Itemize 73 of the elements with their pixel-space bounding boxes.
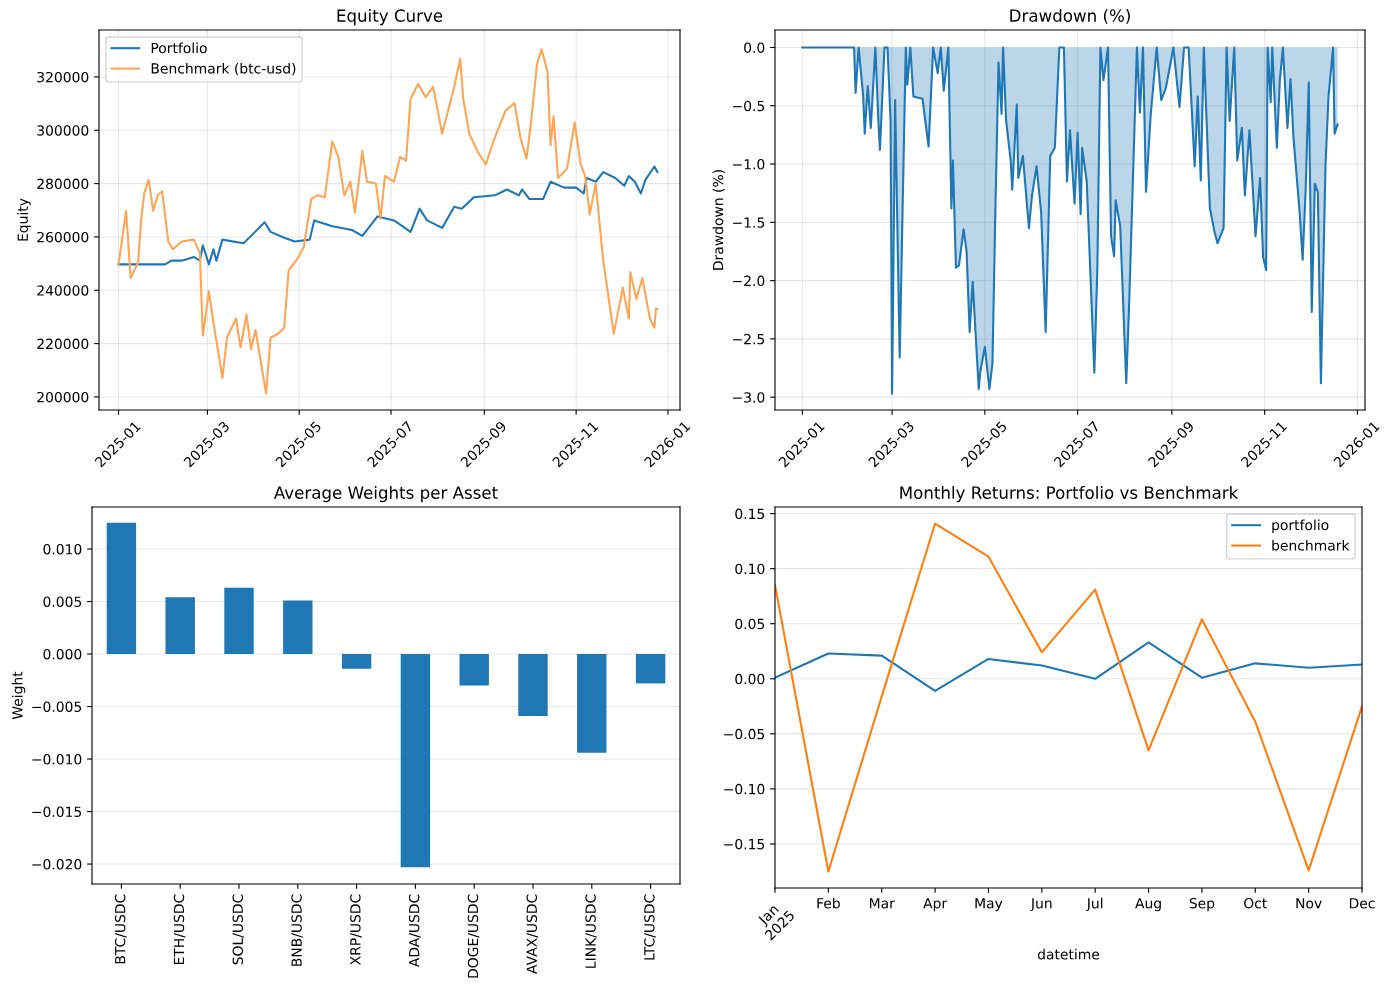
chart-title: Equity Curve	[337, 9, 443, 26]
y-tick-label: −3.0	[733, 392, 765, 403]
x-tick-label: XRP/USDC	[350, 894, 362, 965]
y-tick-label: 200000	[37, 391, 89, 403]
y-tick-label: −1.5	[733, 217, 765, 228]
x-tick-label: BNB/USDC	[291, 894, 303, 966]
x-tick-label: LINK/USDC	[585, 894, 597, 968]
y-tick-label: −0.005	[32, 701, 82, 712]
x-tick-label: ADA/USDC	[408, 894, 421, 968]
bar	[224, 587, 254, 655]
y-tick-label: 300000	[37, 125, 89, 136]
line-series	[775, 641, 1362, 692]
x-tick-label: BTC/USDC	[114, 894, 127, 964]
bar	[577, 654, 607, 753]
y-tick-label: 0.0	[744, 42, 765, 53]
legend-label: portfolio	[1272, 519, 1329, 533]
x-tick-label: Jun	[1030, 898, 1052, 912]
y-axis-title: Equity	[17, 198, 31, 241]
x-tick-label: DOGE/USDC	[467, 894, 480, 978]
legend-label: benchmark	[1272, 539, 1350, 551]
y-tick-label: 0.005	[43, 596, 82, 607]
x-tick-label: LTC/USDC	[644, 894, 656, 960]
x-tick-label: Mar	[869, 898, 895, 909]
chart-title: Drawdown (%)	[1010, 9, 1130, 24]
y-tick-label: 280000	[37, 178, 89, 190]
y-tick-label: 0.00	[735, 673, 765, 685]
bar	[341, 654, 372, 669]
y-tick-label: 260000	[37, 231, 89, 243]
y-tick-label: −2.0	[733, 275, 765, 287]
chart-title: Monthly Returns: Portfolio vs Benchmark	[900, 486, 1239, 503]
y-tick-label: 240000	[37, 285, 89, 296]
y-tick-label: 0.15	[735, 508, 765, 520]
bar	[400, 654, 431, 868]
bar	[283, 600, 313, 655]
line-series	[117, 165, 659, 266]
y-tick-label: −0.015	[32, 806, 82, 818]
y-tick-label: 320000	[37, 71, 89, 83]
y-tick-label: −2.5	[733, 333, 765, 345]
x-tick-label: Jul	[1086, 897, 1103, 912]
y-tick-label: 220000	[37, 338, 89, 350]
y-tick-label: 0.000	[43, 648, 82, 660]
bar	[635, 654, 666, 684]
y-tick-label: −0.010	[32, 754, 82, 765]
bar	[165, 597, 195, 655]
y-tick-label: 0.05	[735, 618, 765, 630]
x-tick-label: Nov	[1296, 898, 1322, 909]
bar	[106, 522, 137, 655]
y-tick-label: −0.5	[733, 100, 765, 112]
y-axis-title: Drawdown (%)	[712, 170, 725, 270]
x-tick-label: May	[975, 898, 1003, 912]
y-tick-label: 0.010	[43, 543, 82, 555]
y-tick-label: −0.15	[724, 838, 765, 850]
x-tick-label: ETH/USDC	[173, 894, 186, 965]
x-tick-label: SOL/USDC	[232, 894, 245, 965]
x-axis-title: datetime	[1037, 948, 1100, 960]
chart-title: Average Weights per Asset	[273, 486, 498, 503]
y-tick-label: −0.020	[32, 859, 82, 870]
x-tick-label: Apr	[923, 898, 948, 912]
x-tick-label: AVAX/USDC	[526, 894, 539, 974]
bar	[518, 654, 548, 716]
x-tick-label: Feb	[817, 897, 840, 909]
y-axis-title: Weight	[11, 671, 26, 720]
y-tick-label: −1.0	[733, 159, 765, 170]
bar	[459, 654, 489, 686]
legend-label: Benchmark (btc-usd)	[151, 62, 296, 76]
x-tick-label: Sep	[1189, 897, 1215, 912]
y-tick-label: 0.10	[735, 563, 765, 575]
y-tick-label: −0.10	[724, 783, 765, 795]
x-tick-label: Dec	[1349, 898, 1375, 909]
legend-label: Portfolio	[151, 42, 207, 54]
x-tick-label: Aug	[1135, 898, 1161, 912]
y-tick-label: −0.05	[724, 728, 765, 740]
x-tick-label: Oct	[1244, 897, 1267, 909]
